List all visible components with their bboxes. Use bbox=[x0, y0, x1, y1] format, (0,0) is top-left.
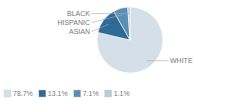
slice-label: HISPANIC bbox=[57, 19, 90, 26]
legend-item: 7.1% bbox=[74, 90, 99, 97]
leader-line bbox=[146, 60, 168, 61]
pie bbox=[97, 7, 163, 73]
chart: WHITE ASIAN HISPANIC BLACK 78.7% 13.1% 7.1% 1.1… bbox=[0, 0, 240, 100]
legend: 78.7% 13.1% 7.1% 1.1% bbox=[4, 90, 130, 97]
legend-label: 78.7% bbox=[13, 90, 33, 97]
pie-slice bbox=[97, 7, 163, 73]
legend-label: 7.1% bbox=[83, 90, 99, 97]
legend-swatch bbox=[105, 90, 112, 97]
legend-swatch bbox=[39, 90, 46, 97]
legend-item: 1.1% bbox=[105, 90, 130, 97]
legend-label: 13.1% bbox=[48, 90, 68, 97]
legend-swatch bbox=[74, 90, 81, 97]
labels: WHITE ASIAN HISPANIC BLACK bbox=[57, 10, 192, 64]
pie-slice bbox=[128, 7, 130, 40]
legend-label: 1.1% bbox=[114, 90, 130, 97]
leader-line bbox=[92, 13, 130, 14]
slice-label: ASIAN bbox=[69, 28, 90, 35]
leader-line bbox=[92, 24, 109, 31]
legend-item: 13.1% bbox=[39, 90, 68, 97]
legend-item: 78.7% bbox=[4, 90, 33, 97]
slice-label: BLACK bbox=[67, 10, 90, 17]
pie-slice bbox=[114, 7, 130, 40]
legend-swatch bbox=[4, 90, 11, 97]
leader-line bbox=[92, 15, 123, 23]
slice-label: WHITE bbox=[170, 57, 193, 64]
